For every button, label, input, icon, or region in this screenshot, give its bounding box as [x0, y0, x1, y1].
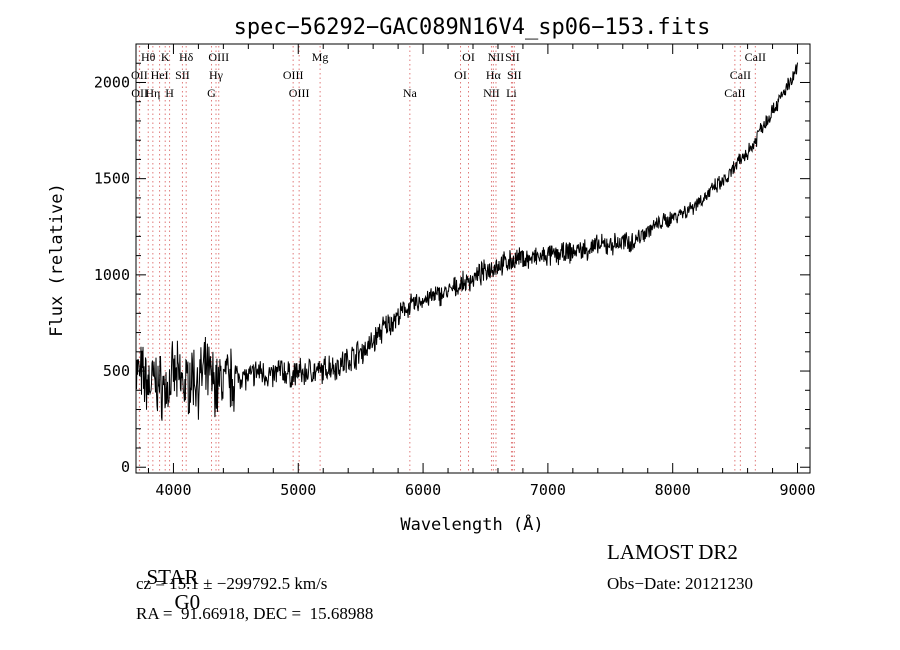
line-label: OIII — [208, 50, 229, 64]
object-class: STAR G0 — [136, 540, 201, 615]
emission-line-labels: HθOIIOIIKHeIHηHδSIIHOIIIHγGOIIIOIIIMgNaO… — [131, 50, 766, 100]
x-axis-label: Wavelength (Å) — [400, 513, 543, 535]
y-tick-label: 1000 — [94, 266, 130, 284]
line-label: OII — [131, 86, 148, 100]
line-label: CaII — [724, 86, 745, 100]
series-line — [135, 62, 798, 421]
y-axis-ticks: 0 500 1000 1500 2000 — [94, 62, 810, 476]
chart-title: spec−56292−GAC089N16V4_sp06−153.fits — [234, 15, 711, 40]
y-axis-label: Flux (relative) — [47, 183, 67, 337]
redshift-text: cz = 15.1 ± −299792.5 km/s — [136, 574, 328, 593]
line-label: SII — [507, 68, 522, 82]
line-label: G — [207, 86, 216, 100]
line-label: OIII — [283, 68, 304, 82]
line-label: H — [165, 86, 174, 100]
line-label: Hα — [486, 68, 502, 82]
line-label: CaII — [745, 50, 766, 64]
line-label: CaII — [730, 68, 751, 82]
x-tick-label: 7000 — [530, 481, 566, 499]
x-tick-label: 9000 — [779, 481, 815, 499]
class-label: STAR — [146, 565, 199, 589]
line-label: OI — [462, 50, 475, 64]
line-label: Hθ — [141, 50, 156, 64]
flux-series — [135, 62, 798, 421]
y-tick-label: 500 — [103, 362, 130, 380]
line-label: SII — [175, 68, 190, 82]
x-tick-label: 8000 — [655, 481, 691, 499]
obs-date-text: Obs−Date: 20121230 — [607, 574, 754, 593]
line-label: SII — [505, 50, 520, 64]
line-label: Mg — [312, 50, 329, 64]
line-label: OI — [454, 68, 467, 82]
line-label: K — [161, 50, 170, 64]
y-tick-label: 0 — [121, 458, 130, 476]
line-label: NII — [483, 86, 500, 100]
x-axis-ticks: 4000 5000 6000 7000 8000 9000 — [147, 44, 816, 499]
x-tick-label: 4000 — [155, 481, 191, 499]
line-label: Hγ — [209, 68, 224, 82]
x-tick-label: 5000 — [280, 481, 316, 499]
coordinates-text: RA = 91.66918, DEC = 15.68988 — [136, 604, 374, 623]
line-label: Hδ — [179, 50, 194, 64]
y-tick-label: 2000 — [94, 73, 130, 91]
line-label: NII — [488, 50, 505, 64]
line-label: OIII — [289, 86, 310, 100]
plot-frame — [135, 43, 811, 474]
y-tick-label: 1500 — [94, 170, 130, 188]
survey-label: LAMOST DR2 — [607, 540, 738, 564]
line-label: OII — [131, 68, 148, 82]
x-tick-label: 6000 — [405, 481, 441, 499]
line-label: Hη — [145, 86, 160, 100]
line-label: Na — [403, 86, 418, 100]
line-label: Li — [506, 86, 517, 100]
emission-line-markers — [138, 46, 756, 471]
line-label: HeI — [151, 68, 169, 82]
subclass-label: G0 — [174, 590, 201, 614]
